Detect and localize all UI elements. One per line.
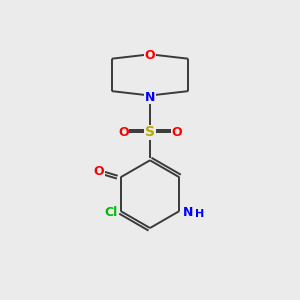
Text: S: S [145, 125, 155, 140]
Text: O: O [145, 49, 155, 62]
Text: O: O [118, 126, 129, 139]
Text: Cl: Cl [104, 206, 117, 219]
Text: N: N [145, 91, 155, 103]
Text: O: O [171, 126, 182, 139]
Text: O: O [93, 165, 104, 178]
Text: N: N [183, 206, 193, 219]
Text: H: H [195, 209, 204, 220]
